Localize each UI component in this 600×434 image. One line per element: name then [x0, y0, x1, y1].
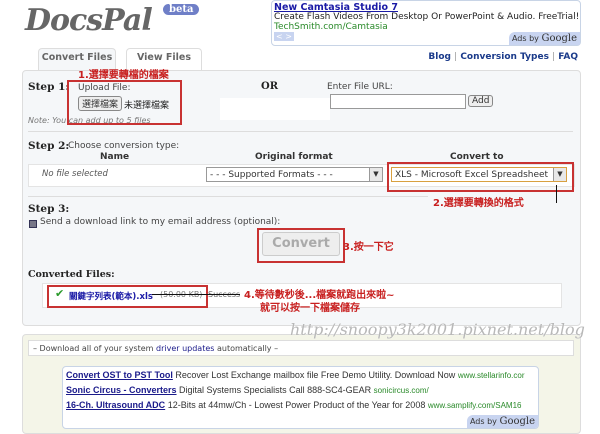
step3-label: Step 3: — [28, 203, 70, 215]
ads-by-label: Ads by — [469, 417, 497, 426]
driver-updates-bar: – Download all of your system driver upd… — [28, 340, 574, 356]
ad-item[interactable]: Convert OST to PST Tool Recover Lost Exc… — [66, 370, 525, 380]
file-url-label: Enter File URL: — [327, 82, 393, 92]
annotation-box-1 — [67, 80, 182, 125]
annotation-2: 2.選擇要轉換的格式 — [433, 198, 524, 209]
ad-url[interactable]: www.samplify.com/SAM16 — [427, 401, 522, 410]
add-url-button[interactable]: Add — [468, 95, 494, 107]
original-format-value: - - - Supported Formats - - - — [210, 170, 333, 180]
converted-file-link[interactable]: 關鍵字列表(範本).xls — [69, 292, 153, 302]
ads-by-label: Ads by — [511, 34, 539, 43]
driver-prefix: – Download all of your system — [33, 344, 156, 353]
tab-convert-files[interactable]: Convert Files — [38, 48, 116, 71]
file-name: No file selected — [42, 169, 108, 179]
no-file-chosen-text: 未選擇檔案 — [124, 101, 170, 111]
convert-button[interactable]: Convert — [262, 232, 340, 256]
converted-file-row — [42, 283, 562, 308]
watermark: http://snoopy3k2001.pixnet.net/blog — [290, 320, 585, 339]
ad-url[interactable]: www.stellarinfo.cor — [457, 371, 525, 380]
annotation-box-4 — [47, 285, 208, 308]
chevron-down-icon: ▼ — [369, 168, 382, 181]
ad-url[interactable]: sonicircus.com/ — [373, 386, 429, 395]
converted-files-label: Converted Files: — [28, 269, 115, 280]
annotation-box-3 — [257, 228, 345, 263]
column-name: Name — [100, 152, 130, 162]
ad-item[interactable]: 16-Ch. Ultrasound ADC 12-Bits at 44mw/Ch… — [66, 400, 522, 410]
blank-area — [220, 98, 330, 120]
upload-file-label: Upload File: — [78, 83, 131, 93]
email-option-label: Send a download link to my email address… — [40, 217, 281, 227]
arrow-2 — [556, 185, 557, 203]
conversion-instruction: Choose conversion type: — [68, 141, 180, 151]
driver-suffix: automatically – — [214, 344, 279, 353]
annotation-box-2 — [387, 162, 574, 192]
ad-description: Create Flash Videos From Desktop Or Powe… — [274, 12, 580, 22]
annotation-4-line1: 4.等待數秒後...檔案就跑出來啦~ — [244, 290, 395, 301]
arrow-4 — [152, 294, 240, 295]
annotation-4-line2: 就可以按一下檔案儲存 — [260, 303, 360, 314]
check-icon: ✔ — [55, 287, 65, 300]
ad-text: Recover Lost Exchange mailbox file Free … — [175, 370, 456, 380]
blog-link[interactable]: Blog — [428, 52, 451, 62]
or-label: OR — [261, 81, 279, 92]
email-checkbox[interactable] — [29, 220, 37, 228]
file-limit-note: Note: You can add up to 5 files — [28, 116, 151, 125]
chevron-down-icon: ▼ — [553, 168, 566, 181]
top-ad[interactable]: New Camtasia Studio 7 Create Flash Video… — [271, 0, 581, 46]
step1-label: Step 1: — [28, 81, 70, 93]
ad-title[interactable]: Sonic Circus - Converters — [66, 385, 177, 395]
original-format-select[interactable]: - - - Supported Formats - - - ▼ — [206, 167, 383, 182]
bottom-ads: Convert OST to PST Tool Recover Lost Exc… — [62, 366, 539, 429]
ad-nav-arrows[interactable]: < > — [274, 32, 294, 41]
google-label: Google — [499, 416, 535, 427]
docspal-logo[interactable]: DocsPal — [25, 3, 153, 38]
conversion-types-link[interactable]: Conversion Types — [460, 52, 549, 62]
google-label: Google — [541, 33, 577, 44]
ad-url[interactable]: TechSmith.com/Camtasia — [274, 22, 388, 32]
ad-text: 12-Bits at 44mw/Ch - Lowest Power Produc… — [167, 400, 426, 410]
ads-by-google[interactable]: Ads by Google — [466, 415, 538, 428]
file-url-input[interactable] — [330, 94, 466, 109]
ad-title[interactable]: 16-Ch. Ultrasound ADC — [66, 400, 166, 410]
ad-text: Digital Systems Specialists Call 888-SC4… — [179, 385, 372, 395]
ad-title[interactable]: Convert OST to PST Tool — [66, 370, 173, 380]
annotation-3: 3.按一下它 — [343, 242, 394, 253]
driver-updates-link[interactable]: driver updates — [156, 344, 215, 353]
divider — [28, 131, 573, 132]
divider — [28, 196, 428, 197]
column-original-format: Original format — [255, 152, 333, 162]
annotation-1: 1.選擇要轉檔的檔案 — [78, 70, 169, 81]
convert-to-value: XLS - Microsoft Excel Spreadsheet — [395, 170, 549, 180]
ad-item[interactable]: Sonic Circus - Converters Digital System… — [66, 385, 429, 395]
step2-label: Step 2: — [28, 140, 70, 152]
convert-to-select[interactable]: XLS - Microsoft Excel Spreadsheet ▼ — [391, 167, 567, 182]
tab-view-files[interactable]: View Files — [126, 48, 202, 71]
ad-title-link[interactable]: New Camtasia Studio 7 — [274, 2, 398, 13]
top-links: Blog | Conversion Types | FAQ — [428, 52, 578, 62]
faq-link[interactable]: FAQ — [558, 52, 578, 62]
beta-badge: beta — [163, 4, 200, 15]
ads-by-google[interactable]: Ads by Google — [508, 32, 580, 45]
logo-text: DocsPal — [25, 3, 153, 38]
column-convert-to: Convert to — [450, 152, 504, 162]
choose-file-button[interactable]: 選擇檔案 — [78, 96, 123, 111]
